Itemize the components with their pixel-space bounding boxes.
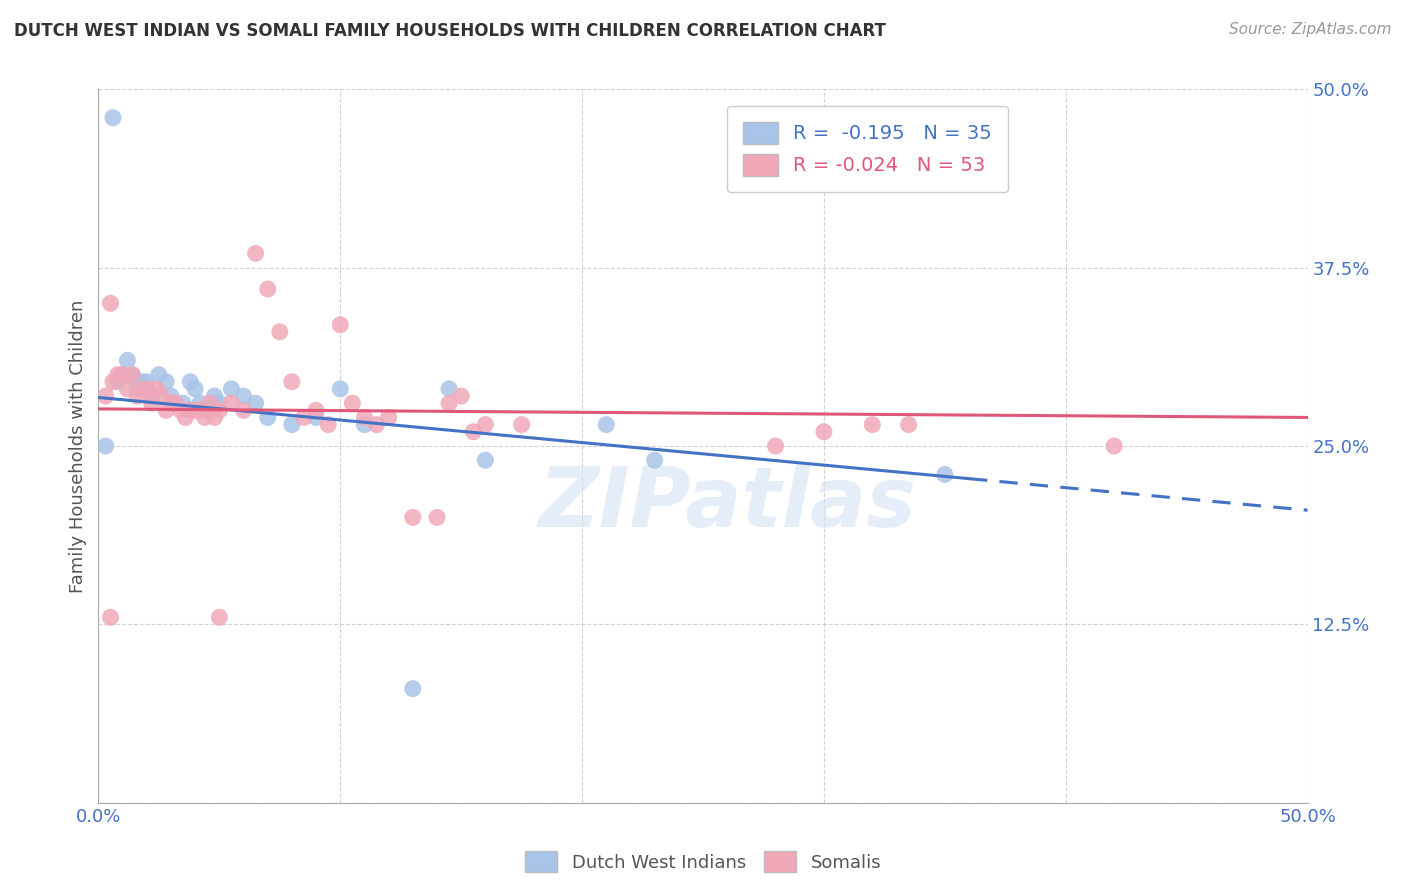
Point: [232, 389, 254, 403]
Point: [165, 396, 187, 410]
Point: [316, 417, 339, 432]
Point: [101, 375, 124, 389]
Point: [127, 382, 149, 396]
Point: [174, 410, 197, 425]
Point: [131, 382, 153, 396]
Point: [934, 467, 956, 482]
Point: [305, 410, 328, 425]
Point: [100, 296, 122, 310]
Point: [100, 610, 122, 624]
Point: [256, 282, 278, 296]
Point: [595, 417, 617, 432]
Point: [208, 403, 231, 417]
Point: [145, 382, 167, 396]
Point: [195, 403, 218, 417]
Point: [281, 375, 304, 389]
Point: [245, 246, 267, 260]
Point: [204, 389, 226, 403]
Y-axis label: Family Households with Children: Family Households with Children: [69, 300, 87, 592]
Point: [450, 389, 472, 403]
Point: [329, 318, 352, 332]
Point: [897, 417, 920, 432]
Point: [256, 410, 278, 425]
Point: [148, 368, 170, 382]
Point: [402, 681, 425, 696]
Point: [269, 325, 291, 339]
Point: [765, 439, 787, 453]
Point: [353, 417, 375, 432]
Point: [141, 396, 163, 410]
Point: [135, 382, 157, 396]
Point: [184, 403, 207, 417]
Point: [510, 417, 533, 432]
Point: [127, 389, 149, 403]
Point: [208, 396, 231, 410]
Point: [179, 375, 201, 389]
Point: [245, 396, 267, 410]
Point: [179, 403, 201, 417]
Point: [474, 417, 496, 432]
Point: [377, 410, 399, 425]
Point: [813, 425, 835, 439]
Point: [204, 410, 226, 425]
Legend: Dutch West Indians, Somalis: Dutch West Indians, Somalis: [517, 844, 889, 880]
Point: [463, 425, 485, 439]
Point: [169, 403, 191, 417]
Text: ZIPatlas: ZIPatlas: [538, 463, 917, 543]
Point: [155, 403, 177, 417]
Point: [305, 403, 328, 417]
Point: [281, 417, 304, 432]
Point: [474, 453, 496, 467]
Point: [860, 417, 883, 432]
Point: [329, 382, 352, 396]
Point: [94, 389, 117, 403]
Point: [107, 368, 129, 382]
Point: [1102, 439, 1125, 453]
Point: [135, 375, 157, 389]
Point: [117, 382, 139, 396]
Point: [111, 368, 134, 382]
Point: [221, 396, 243, 410]
Point: [188, 396, 211, 410]
Point: [437, 396, 460, 410]
Point: [150, 389, 173, 403]
Point: [184, 382, 207, 396]
Point: [402, 510, 425, 524]
Point: [141, 389, 163, 403]
Point: [131, 375, 153, 389]
Point: [426, 510, 449, 524]
Text: DUTCH WEST INDIAN VS SOMALI FAMILY HOUSEHOLDS WITH CHILDREN CORRELATION CHART: DUTCH WEST INDIAN VS SOMALI FAMILY HOUSE…: [14, 22, 886, 40]
Point: [292, 410, 315, 425]
Point: [172, 396, 194, 410]
Point: [194, 410, 217, 425]
Point: [94, 439, 117, 453]
Point: [165, 396, 187, 410]
Point: [111, 368, 134, 382]
Point: [208, 610, 231, 624]
Point: [366, 417, 388, 432]
Point: [353, 410, 375, 425]
Point: [160, 389, 183, 403]
Point: [437, 382, 460, 396]
Point: [117, 353, 139, 368]
Point: [232, 403, 254, 417]
Point: [121, 368, 143, 382]
Point: [221, 382, 243, 396]
Point: [155, 375, 177, 389]
Point: [188, 403, 211, 417]
Point: [107, 375, 129, 389]
Point: [160, 396, 183, 410]
Point: [342, 396, 364, 410]
Point: [121, 368, 143, 382]
Point: [198, 396, 221, 410]
Text: Source: ZipAtlas.com: Source: ZipAtlas.com: [1229, 22, 1392, 37]
Point: [644, 453, 666, 467]
Point: [101, 111, 124, 125]
